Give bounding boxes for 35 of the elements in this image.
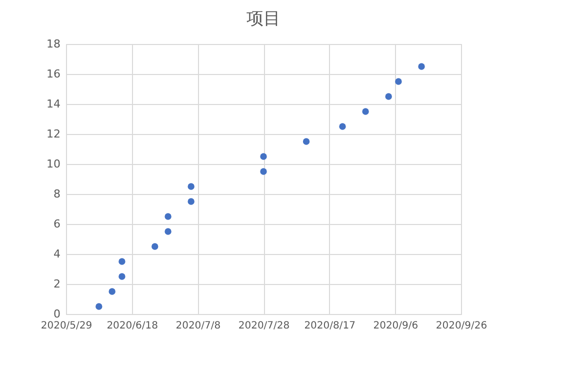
point (339, 123, 346, 130)
y-tick-label: 8 (54, 188, 60, 200)
point (164, 228, 172, 235)
x-tick-label: 2020/7/8 (176, 320, 221, 332)
point (395, 78, 402, 85)
point (118, 258, 126, 265)
point (260, 168, 267, 175)
y-tick-label: 14 (46, 98, 60, 110)
point (302, 138, 310, 145)
y-tick-label: 4 (54, 248, 60, 260)
y-tick-label: 12 (46, 128, 60, 140)
y-tick-label: 2 (54, 278, 60, 290)
point (164, 213, 172, 220)
y-tick-label: 10 (46, 158, 60, 170)
chart-title: 项目 (246, 9, 280, 29)
x-tick-label: 2020/6/18 (106, 320, 158, 332)
y-tick-label: 6 (54, 218, 60, 230)
point (188, 198, 194, 205)
point (152, 243, 158, 250)
x-tick-label: 2020/5/29 (40, 320, 92, 332)
point (96, 303, 102, 310)
y-tick-label: 18 (46, 38, 60, 50)
point (118, 273, 126, 280)
point (385, 93, 392, 100)
x-tick-label: 2020/7/28 (238, 320, 290, 332)
x-tick-label: 2020/9/6 (373, 320, 418, 332)
point (108, 288, 116, 295)
x-tick-label: 2020/9/26 (436, 320, 488, 332)
point (362, 108, 369, 115)
x-tick-label: 2020/8/17 (304, 320, 356, 332)
point (188, 183, 194, 190)
point (418, 63, 425, 70)
y-tick-label: 16 (46, 68, 60, 80)
y-tick-label: 0 (54, 308, 60, 320)
point (260, 153, 267, 160)
